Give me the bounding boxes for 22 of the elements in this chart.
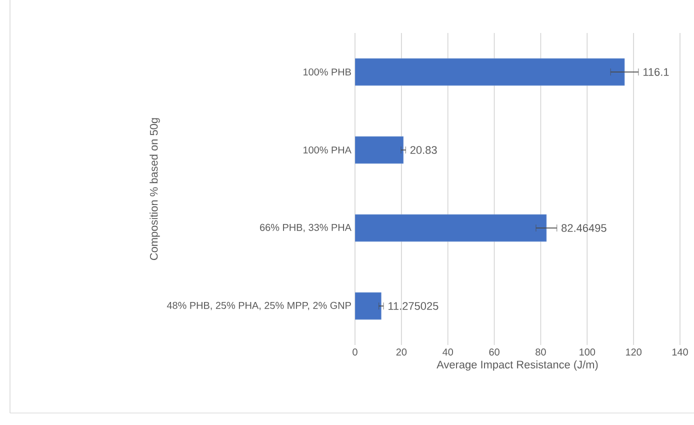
bar <box>355 58 625 86</box>
data-label: 82.46495 <box>562 224 606 232</box>
y-tick-label: 66% PHB, 33% PHA <box>260 224 352 232</box>
y-tick-label: 100% PHA <box>304 146 352 154</box>
data-label: 116.1 <box>643 68 669 76</box>
x-tick-label: 0 <box>352 348 358 356</box>
data-label: 11.275025 <box>388 302 438 310</box>
x-tick-label: 80 <box>536 348 546 356</box>
y-tick-label: 100% PHB <box>304 68 351 76</box>
y-tick-label: 48% PHB, 25% PHA, 25% MPP, 2% GNP <box>166 302 351 310</box>
bar <box>355 214 547 242</box>
bar <box>355 292 382 320</box>
x-tick-label: 140 <box>672 348 688 356</box>
x-tick-label: 60 <box>489 348 500 356</box>
x-axis-title: Average Impact Resistance (J/m) <box>436 360 598 371</box>
bar <box>355 136 404 164</box>
x-tick-label: 20 <box>396 348 407 356</box>
x-tick-label: 100 <box>580 348 596 356</box>
y-axis-title: Composition % based on 50g <box>150 118 160 260</box>
data-label: 20.83 <box>410 146 437 154</box>
x-tick-label: 120 <box>626 348 642 356</box>
x-tick-label: 40 <box>442 348 454 356</box>
